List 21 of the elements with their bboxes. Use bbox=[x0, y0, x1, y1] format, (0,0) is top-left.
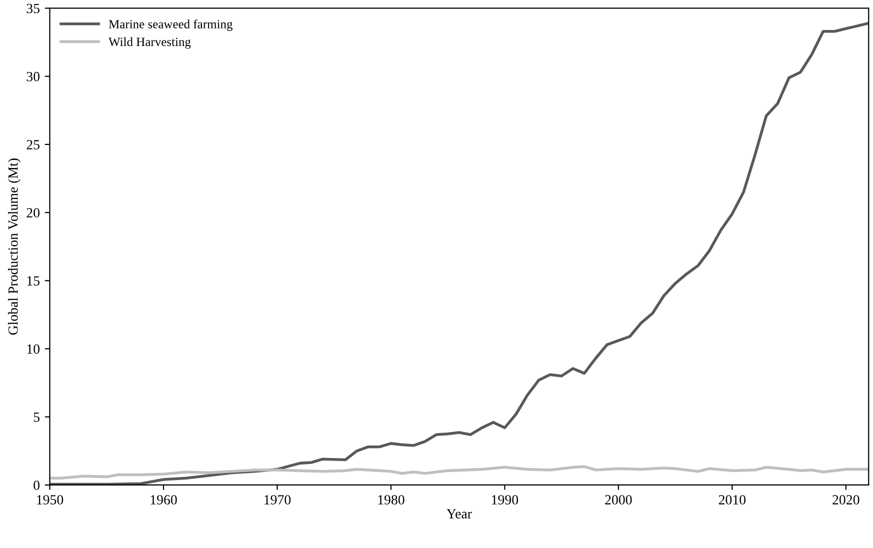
y-axis-title: Global Production Volume (Mt) bbox=[8, 158, 21, 335]
x-axis-title: Year bbox=[446, 509, 472, 518]
y-tick-label: 25 bbox=[26, 140, 40, 150]
y-tick-label: 30 bbox=[26, 72, 40, 82]
y-tick-label: 20 bbox=[26, 208, 40, 218]
legend-label: Wild Harvesting bbox=[108, 37, 191, 49]
x-tick-label: 2010 bbox=[718, 495, 746, 504]
x-tick-label: 1990 bbox=[492, 495, 518, 504]
x-tick-label: 1950 bbox=[37, 495, 64, 504]
y-tick-label: 5 bbox=[34, 412, 40, 422]
y-tick-label: 15 bbox=[27, 276, 40, 286]
x-tick-label: 1980 bbox=[378, 495, 404, 504]
y-tick-label: 35 bbox=[26, 4, 40, 14]
x-tick-label: 1960 bbox=[150, 495, 177, 504]
y-tick-label: 10 bbox=[27, 344, 40, 354]
x-tick-label: 1970 bbox=[264, 495, 291, 504]
y-tick-label: 0 bbox=[34, 480, 40, 490]
line-series bbox=[50, 465, 869, 480]
x-tick-label: 2020 bbox=[832, 495, 860, 504]
legend-label: Marine seaweed farming bbox=[108, 19, 233, 31]
x-tick-label: 2000 bbox=[605, 495, 632, 504]
